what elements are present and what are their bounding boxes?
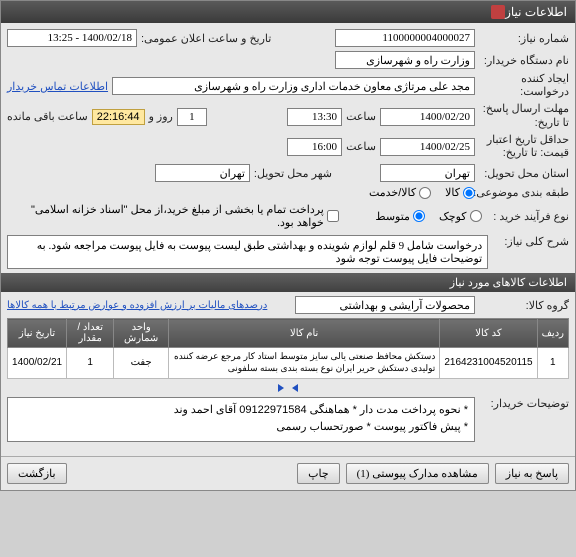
radio-service[interactable]: کالا/خدمت [369,186,431,199]
deadline-date: 1400/02/20 [380,108,475,126]
deadline-label: مهلت ارسال پاسخ: تا تاریخ: [479,103,569,129]
time-label-2: ساعت [346,140,376,153]
time-label-1: ساعت [346,110,376,123]
province-field: تهران [380,164,475,182]
day-label: روز و [149,110,173,123]
province-label: استان محل تحویل: [479,167,569,180]
table-header: نام کالا [169,319,440,348]
next-icon[interactable] [276,383,286,393]
creator-label: ایجاد کننده درخواست: [479,73,569,99]
proc-type-label: نوع فرآیند خرید : [486,210,569,223]
org-field: وزارت راه و شهرسازی [335,51,475,69]
buyer-notes: * نحوه پرداخت مدت دار * هماهنگی 09122971… [7,397,475,442]
announce-field: 1400/02/18 - 13:25 [7,29,137,47]
table-cell: جفت [114,348,169,378]
org-label: نام دستگاه خریدار: [479,54,569,67]
group-field: محصولات آرایشی و بهداشتی [295,296,475,314]
desc-text: درخواست شامل 9 قلم لوازم شوینده و بهداشت… [7,235,488,269]
table-cell: 1400/02/21 [8,348,67,378]
goods-table: ردیفکد کالانام کالاواحد شمارشتعداد / مقد… [7,318,569,378]
group-label: گروه کالا: [479,299,569,312]
deadline-time: 13:30 [287,108,342,126]
days-remaining: 1 [177,108,207,126]
contact-link[interactable]: اطلاعات تماس خریدار [7,80,108,93]
radio-medium[interactable]: متوسط [375,210,425,223]
radio-goods[interactable]: کالا [445,186,475,199]
desc-label: شرح کلی نیاز: [492,235,569,248]
table-cell: 2164231004520115 [440,348,537,378]
buyer-notes-label: توضیحات خریدار: [479,397,569,410]
respond-button[interactable]: پاسخ به نیاز [495,463,569,484]
radio-small[interactable]: کوچک [439,210,482,223]
goods-section-header: اطلاعات کالاهای مورد نیاز [1,273,575,292]
need-no-label: شماره نیاز: [479,32,569,45]
validity-label: حداقل تاریخ اعتبار قیمت: تا تاریخ: [479,134,569,160]
need-no-field: 1100000004000027 [335,29,475,47]
table-cell: دستکش محافظ صنعتی یالی سایز متوسط استاد … [169,348,440,378]
attachments-button[interactable]: مشاهده مدارک پیوستی (1) [346,463,489,484]
table-header: تاریخ نیاز [8,319,67,348]
partial-payment-check[interactable]: پرداخت تمام یا بخشی از مبلغ خرید،از محل … [7,203,339,229]
city-field: تهران [155,164,250,182]
validity-time: 16:00 [287,138,342,156]
countdown: 22:16:44 [92,109,145,125]
titlebar: اطلاعات نیاز [1,1,575,23]
city-label: شهر محل تحویل: [254,167,332,180]
window-title: اطلاعات نیاز [505,5,567,19]
vat-link[interactable]: درصدهای مالیات بر ارزش افزوده و عوارض مر… [7,300,267,311]
info-window: اطلاعات نیاز شماره نیاز: 110000000400002… [0,0,576,491]
print-button[interactable]: چاپ [297,463,340,484]
creator-field: مجد علی مرتاژی معاون خدمات اداری وزارت ر… [112,77,475,95]
table-cell: 1 [537,348,568,378]
button-bar: پاسخ به نیاز مشاهده مدارک پیوستی (1) چاپ… [1,456,575,490]
table-header: کد کالا [440,319,537,348]
table-header: واحد شمارش [114,319,169,348]
budget-label: طبقه بندی موضوعی: [479,186,569,199]
table-header: ردیف [537,319,568,348]
table-row[interactable]: 12164231004520115دستکش محافظ صنعتی یالی … [8,348,569,378]
table-header: تعداد / مقدار [67,319,114,348]
table-pager[interactable] [7,383,569,393]
close-button[interactable]: بازگشت [7,463,67,484]
announce-label: تاریخ و ساعت اعلان عمومی: [141,32,271,45]
remaining-label: ساعت باقی مانده [7,110,88,123]
close-icon[interactable] [491,5,505,19]
validity-date: 1400/02/25 [380,138,475,156]
table-cell: 1 [67,348,114,378]
prev-icon[interactable] [290,383,300,393]
